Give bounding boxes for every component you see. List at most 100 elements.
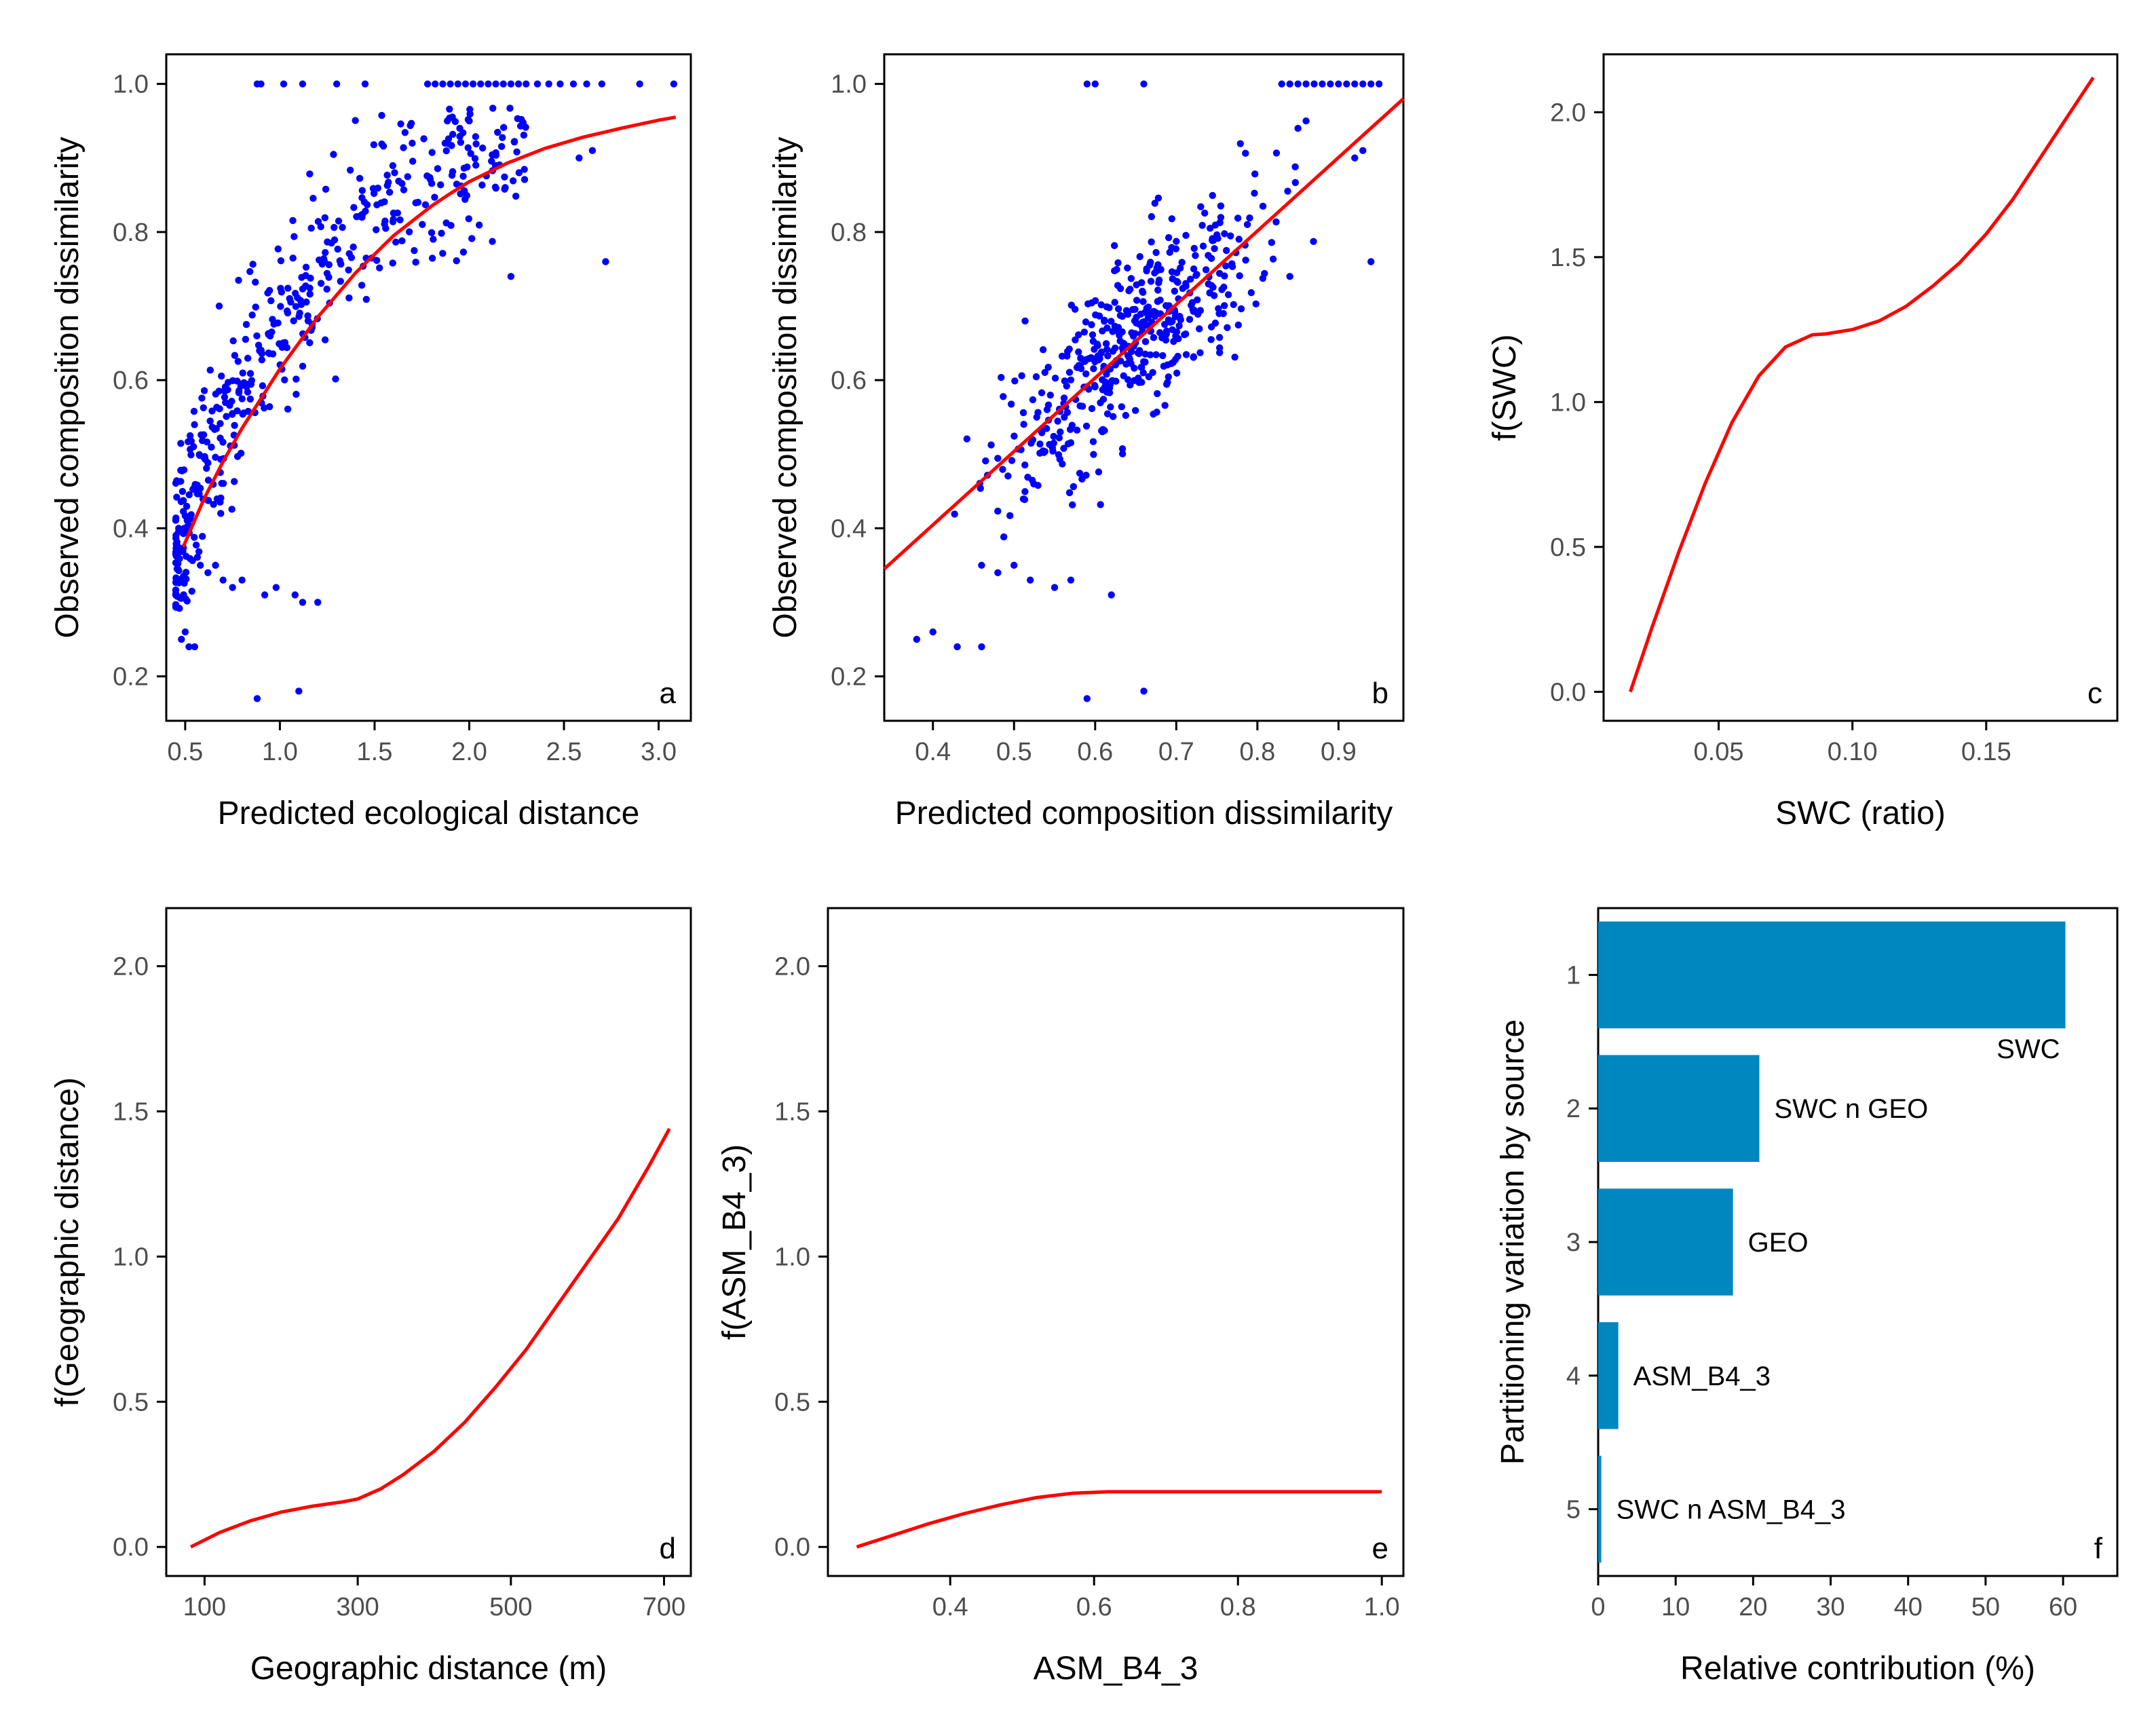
data-point <box>1108 591 1115 599</box>
data-point <box>1162 331 1170 339</box>
data-point <box>1060 394 1068 402</box>
data-point <box>523 80 530 88</box>
bar <box>1598 1055 1760 1162</box>
data-point <box>1105 389 1114 396</box>
x-axis-label: Predicted composition dissimilarity <box>895 795 1393 831</box>
data-point <box>409 139 416 147</box>
y-axis-label: f(Geographic distance) <box>50 1077 86 1407</box>
y-tick-label: 0.4 <box>831 514 867 543</box>
data-point <box>1007 400 1015 408</box>
data-point <box>499 80 507 88</box>
data-point <box>421 201 430 208</box>
data-point <box>1097 301 1105 309</box>
data-point <box>1029 476 1036 484</box>
data-point <box>469 80 477 88</box>
data-point <box>1182 231 1190 240</box>
data-point <box>231 421 238 429</box>
data-point <box>1198 221 1206 229</box>
data-point <box>1236 272 1243 280</box>
data-point <box>337 278 344 285</box>
data-point <box>453 257 460 265</box>
data-point <box>172 552 180 560</box>
data-point <box>1140 688 1148 695</box>
data-point <box>1131 364 1138 372</box>
data-point <box>259 382 267 390</box>
data-point <box>173 493 181 501</box>
data-point <box>489 238 496 245</box>
data-point <box>1146 351 1154 359</box>
data-point <box>1171 287 1179 295</box>
y-tick-label: 0.2 <box>831 663 867 692</box>
data-point <box>1359 147 1367 155</box>
data-point <box>434 165 442 172</box>
data-point <box>1089 354 1096 362</box>
x-tick-label: 100 <box>183 1593 226 1621</box>
data-point <box>252 303 259 311</box>
data-point <box>1144 314 1152 322</box>
data-point <box>1043 406 1051 413</box>
x-tick-label: 0.05 <box>1694 738 1744 766</box>
data-point <box>369 185 377 192</box>
data-point <box>1075 331 1082 339</box>
data-point <box>173 538 181 546</box>
data-point <box>1190 244 1198 252</box>
y-tick-label: 1.0 <box>1550 388 1586 417</box>
data-point <box>173 565 181 573</box>
data-point <box>1159 352 1167 360</box>
data-point <box>1215 333 1224 341</box>
data-point <box>406 121 414 130</box>
data-point <box>215 302 223 310</box>
data-point <box>1067 376 1075 383</box>
data-point <box>233 377 241 385</box>
data-point <box>478 144 487 152</box>
data-point <box>323 269 331 278</box>
data-point <box>1102 340 1110 348</box>
y-tick-label: 0.0 <box>774 1533 810 1562</box>
data-point <box>1082 471 1090 479</box>
data-point <box>1036 440 1044 448</box>
data-point <box>1118 445 1127 453</box>
data-point <box>446 114 453 122</box>
data-point <box>1103 324 1111 332</box>
data-point <box>1261 269 1268 278</box>
data-point <box>987 441 995 449</box>
data-point <box>1168 215 1175 223</box>
data-point <box>499 124 508 132</box>
data-point <box>1021 488 1029 495</box>
data-point <box>1138 364 1146 371</box>
data-point <box>306 170 314 178</box>
data-point <box>1140 80 1148 88</box>
data-point <box>204 476 212 484</box>
data-point <box>234 358 242 365</box>
data-point <box>231 478 238 485</box>
data-point <box>330 151 337 158</box>
x-tick-label: 1.0 <box>1364 1593 1400 1621</box>
data-point <box>929 628 937 636</box>
data-point <box>325 261 333 269</box>
data-point <box>1072 336 1079 343</box>
data-point <box>575 154 583 162</box>
data-point <box>1143 304 1151 312</box>
data-point <box>466 110 474 118</box>
data-point <box>1351 154 1359 162</box>
data-point <box>1051 584 1059 591</box>
data-point <box>172 586 180 594</box>
data-point <box>1088 321 1095 328</box>
data-point <box>1056 455 1063 463</box>
data-point <box>556 80 564 88</box>
data-point <box>389 162 397 170</box>
data-point <box>1242 257 1249 264</box>
x-tick-label: 60 <box>2049 1593 2077 1621</box>
data-point <box>185 491 193 499</box>
data-point <box>477 80 485 88</box>
data-point <box>261 591 269 599</box>
data-point <box>191 533 198 541</box>
data-point <box>181 628 189 636</box>
data-point <box>379 143 387 150</box>
data-point <box>994 569 1002 576</box>
data-point <box>1107 403 1114 411</box>
data-point <box>231 352 239 359</box>
data-point <box>216 419 224 428</box>
data-point <box>457 138 465 146</box>
bar <box>1598 1455 1602 1563</box>
